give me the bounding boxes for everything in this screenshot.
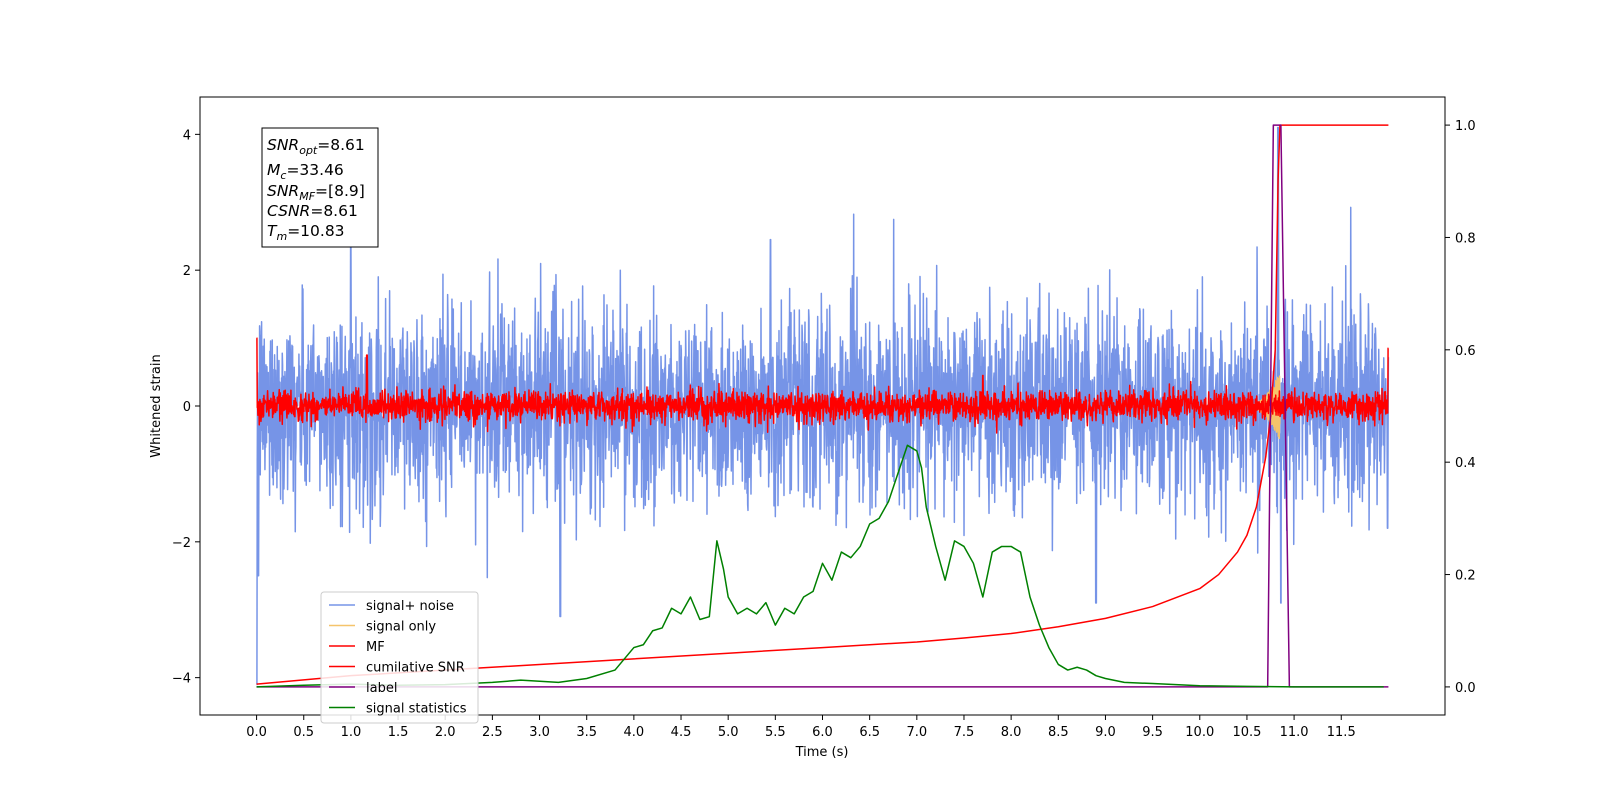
info-snr-opt-symbol: SNR — [267, 136, 299, 154]
x-tick-label: 0.0 — [246, 725, 267, 740]
y-tick-label: 0 — [183, 400, 191, 415]
x-tick-label: 9.5 — [1142, 725, 1163, 740]
x-tick-label: 8.5 — [1048, 725, 1069, 740]
y-tick-label: −2 — [172, 536, 191, 551]
info-mc-value: =33.46 — [286, 161, 343, 179]
info-box-frame — [261, 127, 379, 248]
x-tick-label: 0.5 — [293, 725, 314, 740]
x-tick-label: 8.0 — [1001, 725, 1022, 740]
series-line-5 — [256, 444, 1384, 688]
info-mc-symbol: M — [267, 161, 280, 179]
info-mc: Mc=33.46 — [267, 161, 344, 182]
legend: signal+ noise signal only MF cumilative SNR… — [320, 591, 479, 724]
x-tick-label: 6.5 — [859, 725, 880, 740]
x-tick-label: 2.5 — [482, 725, 503, 740]
info-snr-opt-value: =8.61 — [317, 136, 365, 154]
x-tick-label: 1.5 — [388, 725, 409, 740]
legend-label: MF — [366, 640, 385, 655]
legend-label: signal+ noise — [366, 599, 454, 614]
info-tm-value: =10.83 — [287, 222, 344, 240]
y2-tick-label: 0.6 — [1455, 344, 1476, 359]
legend-label: label — [366, 681, 397, 696]
y2-tick-label: 0.4 — [1455, 456, 1476, 471]
y2-tick-label: 1.0 — [1455, 119, 1476, 134]
y-tick-label: −4 — [172, 672, 191, 687]
y2-tick-label: 0.2 — [1455, 569, 1476, 584]
y-tick-label: 4 — [183, 128, 191, 143]
y2-tick-label: 0.0 — [1455, 681, 1476, 696]
x-tick-label: 4.0 — [624, 725, 645, 740]
info-tm: Tm=10.83 — [267, 222, 345, 243]
x-tick-label: 7.5 — [954, 725, 975, 740]
info-csnr: CSNR=8.61 — [267, 202, 358, 220]
x-tick-label: 11.0 — [1280, 725, 1309, 740]
info-csnr-value: =8.61 — [310, 202, 358, 220]
info-snr-mf-value: =[8.9] — [315, 182, 365, 200]
info-mc-sub: c — [280, 169, 286, 182]
info-snr-mf-sub: MF — [299, 190, 315, 203]
x-tick-label: 1.0 — [341, 725, 362, 740]
series-line-2 — [256, 337, 1389, 434]
info-tm-sub: m — [276, 230, 287, 243]
info-box: SNRopt=8.61 Mc=33.46 SNRMF=[8.9] CSNR=8.… — [261, 127, 379, 248]
x-tick-label: 7.0 — [906, 725, 927, 740]
x-axis-label: Time (s) — [795, 745, 849, 760]
x-tick-label: 5.5 — [765, 725, 786, 740]
y2-axis-ticks: 0.0 0.2 0.4 0.6 0.8 1.0 — [1445, 119, 1476, 696]
x-tick-label: 2.0 — [435, 725, 456, 740]
y-tick-label: 2 — [183, 264, 191, 279]
info-snr-mf: SNRMF=[8.9] — [267, 182, 365, 203]
x-tick-label: 10.5 — [1232, 725, 1261, 740]
info-snr-opt: SNRopt=8.61 — [267, 136, 365, 157]
x-tick-label: 10.0 — [1185, 725, 1214, 740]
legend-frame — [320, 591, 479, 724]
info-tm-symbol: T — [267, 222, 278, 240]
series-layer — [256, 124, 1390, 688]
legend-label: signal statistics — [366, 702, 467, 717]
info-snr-mf-symbol: SNR — [267, 182, 299, 200]
x-tick-label: 3.5 — [576, 725, 597, 740]
x-tick-label: 5.0 — [718, 725, 739, 740]
x-tick-label: 9.0 — [1095, 725, 1116, 740]
x-axis-ticks: 0.0 0.5 1.0 1.5 2.0 2.5 3.0 3.5 4.0 4.5 5.0 5.5 6.0 6… — [246, 715, 1356, 740]
series-line-3 — [256, 124, 1389, 685]
legend-label: cumilative SNR — [366, 661, 465, 676]
y-axis-ticks: −4 −2 0 2 4 — [172, 128, 200, 687]
x-tick-label: 4.5 — [671, 725, 692, 740]
info-csnr-symbol: CSNR — [267, 202, 310, 220]
info-snr-opt-sub: opt — [299, 144, 318, 157]
x-tick-label: 11.5 — [1327, 725, 1356, 740]
legend-label: signal only — [366, 620, 436, 635]
y-axis-label: Whitened strain — [149, 354, 164, 457]
x-tick-label: 6.0 — [812, 725, 833, 740]
y2-tick-label: 0.8 — [1455, 231, 1476, 246]
x-tick-label: 3.0 — [529, 725, 550, 740]
